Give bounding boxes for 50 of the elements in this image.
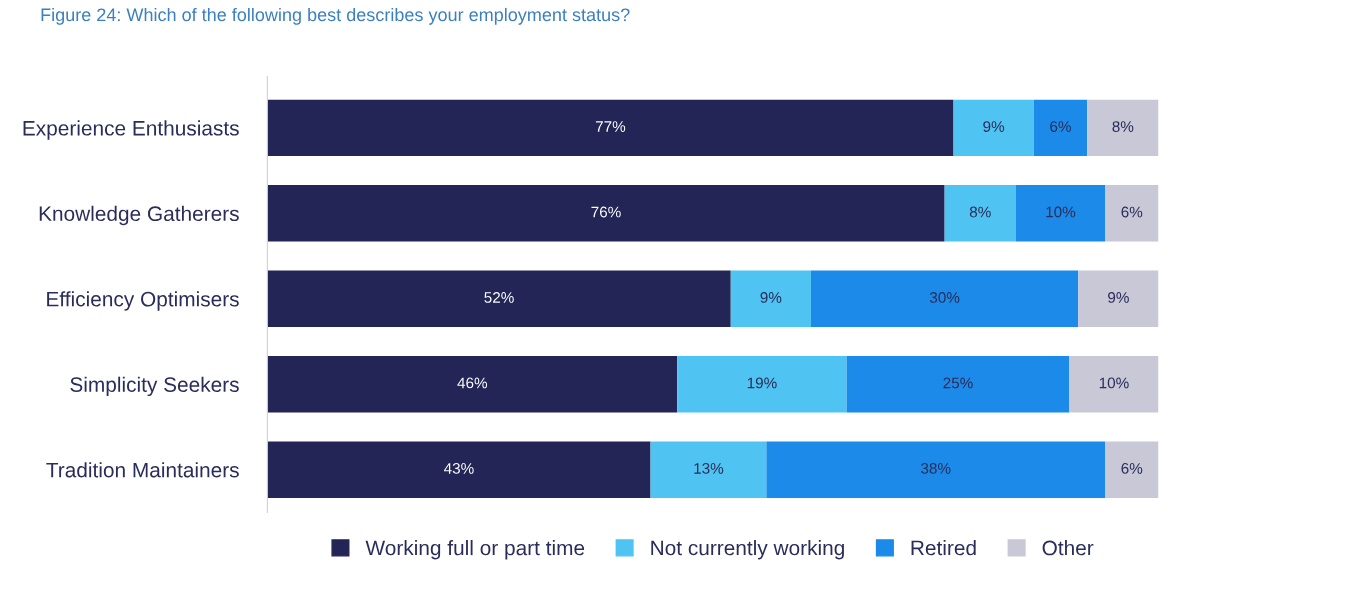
data-label: 6% <box>1121 206 1143 218</box>
bar <box>1069 356 1159 413</box>
bar <box>1015 185 1106 242</box>
y-tick-label: Efficiency Optimisers <box>47 291 239 311</box>
bar <box>267 270 731 327</box>
bar <box>267 185 945 242</box>
bar <box>1078 270 1159 327</box>
bar <box>846 356 1070 413</box>
data-label: 9% <box>983 121 1005 132</box>
bar <box>267 99 954 157</box>
data-label: 43% <box>444 462 474 474</box>
bar <box>1087 99 1159 157</box>
y-tick-label: Knowledge Gatherers <box>39 205 239 226</box>
data-label: 9% <box>760 292 782 303</box>
bar <box>267 441 651 498</box>
data-label: 10% <box>1099 377 1129 389</box>
bar <box>677 356 847 413</box>
data-label: 6% <box>1050 121 1071 132</box>
data-label: 38% <box>921 462 951 474</box>
legend-label: Working full or part time <box>365 540 585 560</box>
legend-label: Retired <box>911 540 976 556</box>
data-label: 25% <box>943 377 973 389</box>
chart-title: Figure 24: Which of the following best describes your employment status? <box>41 7 630 25</box>
bar <box>944 185 1016 242</box>
bar <box>810 270 1079 327</box>
data-label: 76% <box>591 206 621 218</box>
data-label: 10% <box>1046 206 1076 218</box>
data-label: 6% <box>1121 462 1143 474</box>
data-label: 8% <box>1112 121 1134 132</box>
legend-label: Not currently working <box>651 540 844 560</box>
data-label: 8% <box>969 206 991 218</box>
y-tick-label: Experience Enthusiasts <box>23 120 239 140</box>
bar <box>766 441 1106 498</box>
data-label: 30% <box>929 292 960 303</box>
y-tick-label: Tradition Maintainers <box>46 462 239 478</box>
data-label: 52% <box>484 292 514 303</box>
data-label: 9% <box>1108 292 1129 303</box>
legend-label: Other <box>1042 540 1094 556</box>
data-label: 77% <box>595 121 626 132</box>
bar <box>1105 441 1159 498</box>
bar <box>1105 185 1159 242</box>
bar <box>730 270 811 327</box>
bar <box>1033 99 1088 157</box>
bar <box>267 356 678 413</box>
y-tick-label: Simplicity Seekers <box>70 376 239 397</box>
bar <box>650 441 767 498</box>
data-label: 19% <box>747 377 777 389</box>
bar <box>953 99 1034 157</box>
data-label: 13% <box>694 462 724 474</box>
data-label: 46% <box>457 377 488 389</box>
